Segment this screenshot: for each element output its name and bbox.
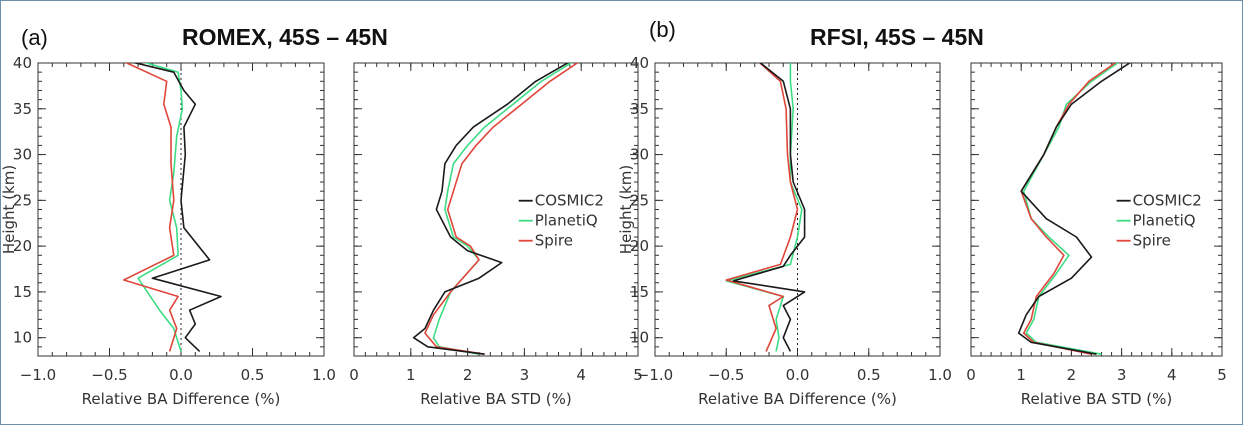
- chart-4-xtick-label: 2: [1067, 366, 1077, 384]
- chart-3-xtick-label: −0.5: [708, 366, 744, 384]
- chart-2-series-cosmic2-line: [412, 63, 570, 355]
- chart-3-series-planetiq-line: [725, 63, 803, 352]
- chart-1-ytick-label: 40: [13, 54, 32, 72]
- chart-3-ytick-label: 35: [630, 100, 649, 118]
- chart-3-ytick-label: 40: [630, 54, 649, 72]
- chart-2-xtick-label: 3: [520, 366, 530, 384]
- chart-4-legend-label-spire: Spire: [1133, 232, 1171, 250]
- chart-4-xtick-label: 3: [1117, 366, 1127, 384]
- chart-2-xtick-label: 2: [463, 366, 473, 384]
- panel-b-letter: (b): [649, 17, 676, 42]
- chart-2-xtick-label: 0: [349, 366, 359, 384]
- panel-b-title: RFSI, 45S – 45N: [810, 24, 984, 50]
- chart-1-series-spire-line: [123, 63, 179, 352]
- chart-1-xtick-label: −1.0: [20, 366, 56, 384]
- chart-3-ytick-label: 25: [630, 191, 649, 209]
- chart-1-ylabel: Height (km): [1, 165, 18, 254]
- chart-2-series-spire-line: [424, 63, 579, 355]
- panel-a-title: ROMEX, 45S – 45N: [182, 24, 388, 50]
- chart-3-ytick-label: 15: [630, 283, 649, 301]
- chart-4-xtick-label: 5: [1217, 366, 1227, 384]
- chart-3-ytick-label: 10: [630, 329, 649, 347]
- chart-2: 0 1 2 3 4 5 Relative BA STD (%) COSMIC2 PlanetiQ…: [349, 62, 643, 408]
- chart-3: −1.0 −0.5 0.0 0.5 1.0 10 15 20 25 30 35 40 Relative …: [617, 54, 952, 408]
- chart-2-legend-label-cosmic2: COSMIC2: [535, 192, 604, 210]
- chart-2-legend-label-spire: Spire: [535, 232, 573, 250]
- chart-2-xtick-label: 1: [406, 366, 416, 384]
- chart-4-legend-label-planetiq: PlanetiQ: [1133, 212, 1196, 230]
- chart-1-ytick-label: 35: [13, 100, 32, 118]
- chart-1-xtick-label: 0.0: [169, 366, 193, 384]
- chart-3-xlabel: Relative BA Difference (%): [698, 390, 897, 408]
- chart-3-ytick-label: 20: [630, 237, 649, 255]
- chart-3-xtick-label: −1.0: [637, 366, 673, 384]
- chart-1-ytick-label: 25: [13, 191, 32, 209]
- chart-4-series-spire-line: [1020, 63, 1117, 355]
- chart-1-ytick-label: 20: [13, 237, 32, 255]
- chart-2-xtick-label: 4: [576, 366, 586, 384]
- chart-1-ytick-label: 10: [13, 329, 32, 347]
- chart-1-xtick-label: 1.0: [312, 366, 336, 384]
- chart-3-series-spire-line: [725, 63, 799, 352]
- chart-2-legend-label-planetiq: PlanetiQ: [535, 212, 598, 230]
- chart-3-ytick-label: 30: [630, 146, 649, 164]
- chart-4-xtick-label: 1: [1016, 366, 1026, 384]
- chart-1-xtick-label: 0.5: [241, 366, 265, 384]
- chart-4: 0 1 2 3 4 5 Relative BA STD (%) COSMIC2 PlanetiQ…: [966, 62, 1227, 408]
- chart-1-xlabel: Relative BA Difference (%): [82, 390, 281, 408]
- chart-1: −1.0 −0.5 0.0 0.5 1.0 10 15 20 25 30 35 40 Relative …: [1, 54, 336, 408]
- chart-4-series-cosmic2-line: [1017, 63, 1132, 355]
- chart-1-series-planetiq-line: [137, 63, 184, 352]
- chart-4-legend-label-cosmic2: COSMIC2: [1133, 192, 1202, 210]
- chart-1-ytick-label: 30: [13, 146, 32, 164]
- chart-3-series-cosmic2-line: [732, 63, 806, 352]
- chart-3-ylabel: Height (km): [617, 165, 635, 254]
- chart-2-xtick-label: 5: [633, 366, 643, 384]
- chart-4-xtick-label: 4: [1167, 366, 1177, 384]
- chart-3-xtick-label: 0.0: [786, 366, 810, 384]
- plot-group: −1.0 −0.5 0.0 0.5 1.010152025303540Relative …: [1, 54, 1227, 408]
- chart-2-xlabel: Relative BA STD (%): [420, 390, 572, 408]
- chart-1-series-cosmic2-line: [132, 63, 222, 352]
- chart-1-xtick-label: −0.5: [91, 366, 127, 384]
- chart-4-xlabel: Relative BA STD (%): [1021, 390, 1173, 408]
- chart-1-ytick-label: 15: [13, 283, 32, 301]
- chart-3-xtick-label: 1.0: [928, 366, 952, 384]
- panel-a-letter: (a): [21, 25, 48, 50]
- chart-3-xtick-label: 0.5: [857, 366, 881, 384]
- chart-4-xtick-label: 0: [966, 366, 976, 384]
- chart-2-series-planetiq-line: [432, 63, 573, 355]
